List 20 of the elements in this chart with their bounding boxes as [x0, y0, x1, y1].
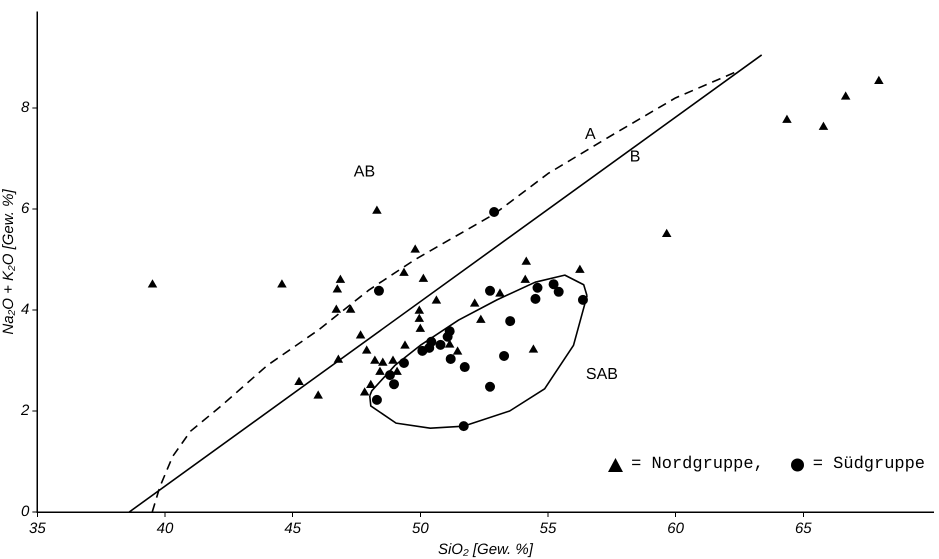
annotation: A — [584, 126, 596, 143]
x-tick-label: 60 — [667, 520, 685, 538]
x-tick-label: 35 — [29, 520, 46, 538]
annotation: B — [630, 148, 640, 166]
y-axis-title: Na₂O + K₂O [Gew. %] — [0, 188, 18, 335]
x-tick-label: 50 — [412, 520, 430, 538]
x-tick-label: 65 — [794, 520, 812, 538]
legend-label: = Südgruppe — [812, 455, 925, 474]
legend-label: = Nordgruppe, — [631, 455, 764, 474]
annotation: AB — [354, 163, 376, 180]
y-tick-label: 4 — [21, 301, 30, 318]
y-tick-label: 6 — [21, 200, 30, 218]
y-tick-label: 2 — [20, 402, 30, 420]
y-tick-label: 8 — [21, 99, 30, 116]
x-tick-label: 40 — [156, 520, 174, 538]
x-axis-title: SiO₂ [Gew. %] — [438, 541, 534, 558]
x-tick-label: 55 — [540, 520, 557, 538]
x-tick-label: 45 — [284, 520, 302, 538]
annotation: SAB — [586, 366, 618, 383]
y-tick-label: 0 — [21, 503, 30, 520]
